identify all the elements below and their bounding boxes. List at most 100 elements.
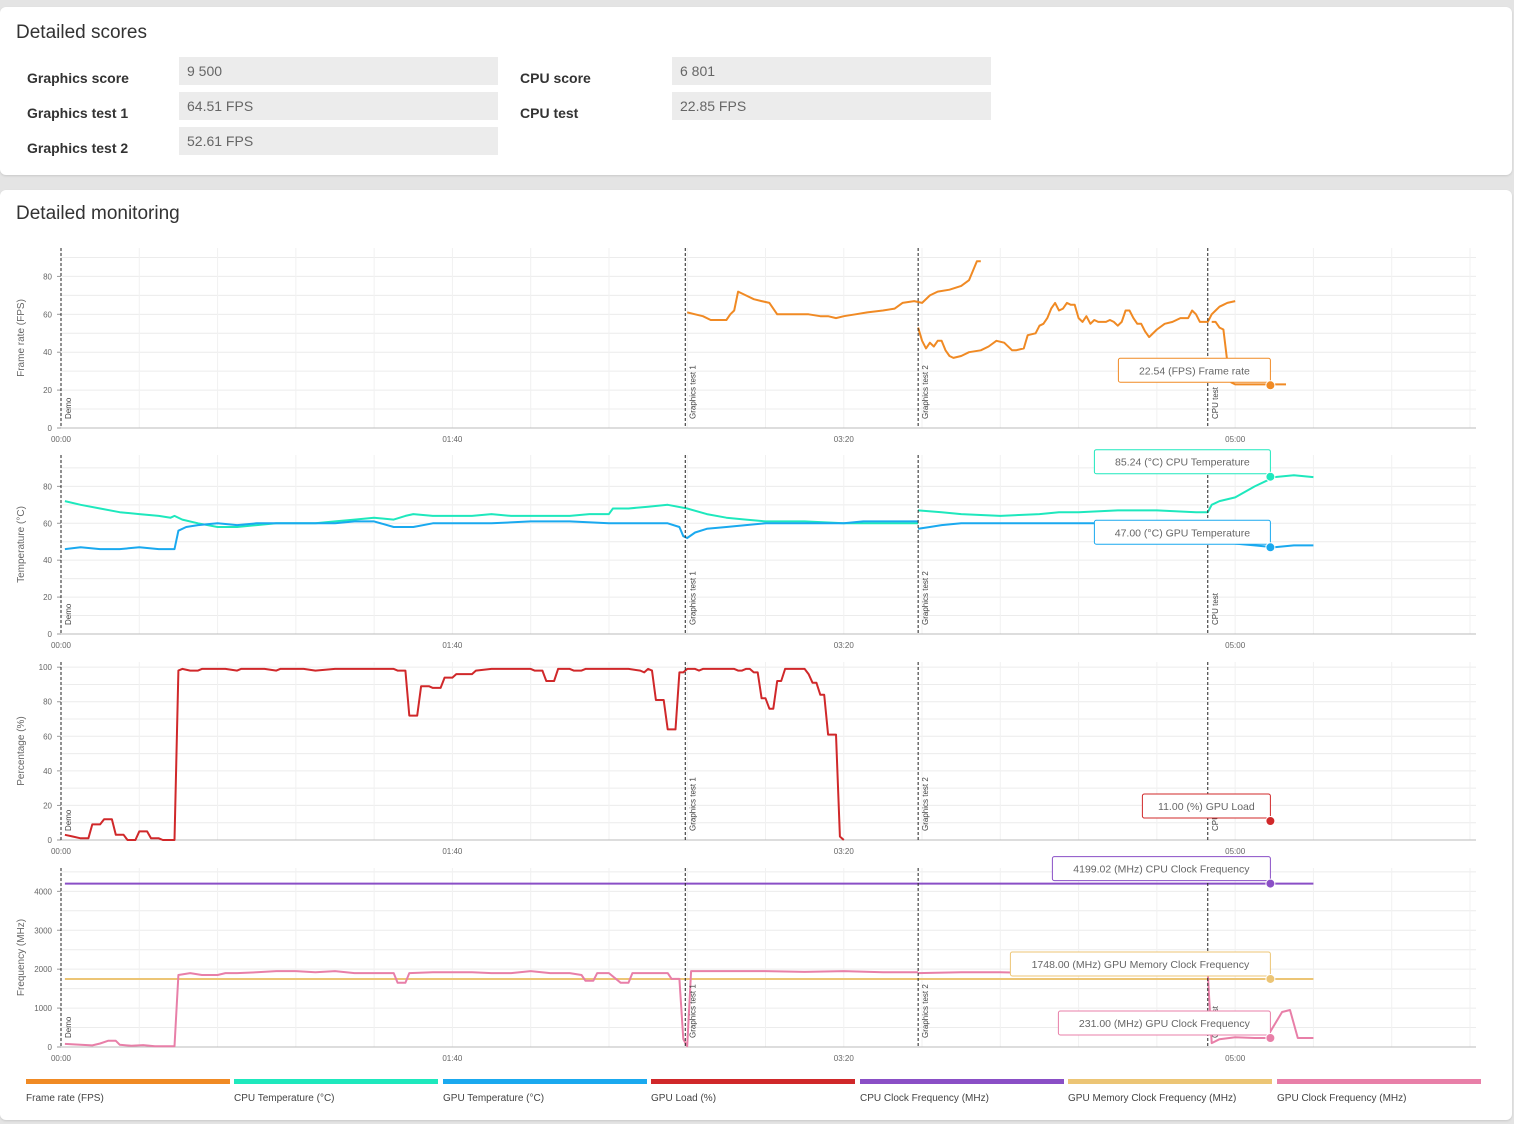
phase-marker-label: Demo [64, 603, 73, 625]
cpu-score-value: 6 801 [672, 57, 991, 85]
x-tick-label: 00:00 [51, 435, 72, 444]
chart-1: 0 20 40 60 80 00:00 01:40 03:20 05:00 Frame rate … [16, 248, 1476, 444]
tooltip-box [1093, 519, 1271, 545]
x-tick-label: 03:20 [834, 1054, 855, 1063]
tooltip-point [1265, 542, 1276, 553]
phase-marker-label: Graphics test 2 [921, 365, 930, 419]
graphics-test-2-value: 52.61 FPS [179, 127, 498, 155]
legend-swatch [1068, 1079, 1272, 1084]
x-tick-label: 03:20 [834, 847, 855, 856]
tooltip-point [1265, 973, 1276, 984]
tooltip-point [1265, 1033, 1276, 1044]
tooltip-box [1093, 449, 1271, 475]
cpu-score-label: CPU score [520, 70, 591, 86]
legend-label: CPU Temperature (°C) [234, 1093, 335, 1104]
y-tick-label: 100 [39, 663, 53, 672]
tooltip-point [1265, 878, 1276, 889]
graphics-test-1-value: 64.51 FPS [179, 92, 498, 120]
y-tick-label: 3000 [34, 926, 52, 935]
y-tick-label: 60 [43, 310, 52, 319]
y-tick-label: 40 [43, 556, 52, 565]
y-axis-label: Frequency (MHz) [16, 919, 27, 996]
y-tick-label: 20 [43, 801, 52, 810]
phase-marker-label: CPU test [1211, 386, 1220, 419]
y-tick-label: 20 [43, 386, 52, 395]
tooltip-point [1265, 815, 1276, 826]
y-tick-label: 0 [48, 630, 53, 639]
legend-item[interactable]: GPU Memory Clock Frequency (MHz) [1068, 1079, 1272, 1104]
phase-marker-label: Demo [64, 397, 73, 419]
y-tick-label: 0 [48, 1043, 53, 1052]
legend-item[interactable]: CPU Clock Frequency (MHz) [860, 1079, 1064, 1104]
legend-item[interactable]: Frame rate (FPS) [26, 1079, 230, 1104]
x-tick-label: 00:00 [51, 641, 72, 650]
legend-swatch [443, 1079, 647, 1084]
y-tick-label: 60 [43, 519, 52, 528]
y-tick-label: 80 [43, 698, 52, 707]
phase-marker-label: Graphics test 2 [921, 984, 930, 1038]
phase-marker-label: Graphics test 1 [688, 777, 697, 831]
phase-marker-label: Graphics test 2 [921, 777, 930, 831]
legend-swatch [234, 1079, 438, 1084]
y-tick-label: 0 [48, 836, 53, 845]
tooltip-box [1009, 951, 1271, 977]
legend-label: GPU Memory Clock Frequency (MHz) [1068, 1093, 1237, 1104]
tooltip-text: 11.00 (%) GPU Load [1158, 801, 1255, 813]
series-line-cpu-temperature [918, 474, 1314, 517]
chart-4: 0 1000 2000 3000 4000 00:00 01:40 03:20 05:00 Fre… [16, 856, 1476, 1063]
x-tick-label: 00:00 [51, 1054, 72, 1063]
tooltip-box [1117, 357, 1271, 383]
y-tick-label: 80 [43, 482, 52, 491]
series-line-gpu-clock-frequency [64, 970, 919, 1048]
phase-marker-label: Demo [64, 809, 73, 831]
monitoring-charts-svg: 0 20 40 60 80 00:00 01:40 03:20 05:00 Frame rate … [16, 248, 1476, 1063]
legend-label: GPU Clock Frequency (MHz) [1277, 1093, 1407, 1104]
phase-marker-label: Graphics test 1 [688, 365, 697, 419]
phase-marker-label: Demo [64, 1016, 73, 1038]
series-line-gpu-load [64, 667, 845, 841]
legend-item[interactable]: GPU Clock Frequency (MHz) [1277, 1079, 1481, 1104]
legend-swatch [1277, 1079, 1481, 1084]
tooltip-text: 85.24 (°C) CPU Temperature [1115, 457, 1250, 469]
cpu-test-value: 22.85 FPS [672, 92, 991, 120]
tooltip-point [1265, 380, 1276, 391]
detailed-scores-title: Detailed scores [16, 22, 147, 43]
x-tick-label: 05:00 [1225, 1054, 1246, 1063]
legend-label: CPU Clock Frequency (MHz) [860, 1093, 989, 1104]
x-tick-label: 01:40 [442, 847, 463, 856]
tooltip-box [1057, 1010, 1271, 1036]
phase-marker-label: Graphics test 1 [688, 984, 697, 1038]
y-tick-label: 20 [43, 593, 52, 602]
graphics-test-1-label: Graphics test 1 [27, 105, 129, 121]
legend-item[interactable]: GPU Temperature (°C) [443, 1079, 647, 1104]
x-tick-label: 01:40 [442, 435, 463, 444]
y-tick-label: 2000 [34, 965, 52, 974]
y-tick-label: 80 [43, 272, 52, 281]
tooltip-text: 4199.02 (MHz) CPU Clock Frequency [1073, 864, 1250, 876]
legend-swatch [860, 1079, 1064, 1084]
legend-item[interactable]: CPU Temperature (°C) [234, 1079, 438, 1104]
x-tick-label: 05:00 [1225, 435, 1246, 444]
legend-item[interactable]: GPU Load (%) [651, 1079, 855, 1104]
detailed-monitoring-title: Detailed monitoring [16, 203, 180, 224]
tooltip-text: 22.54 (FPS) Frame rate [1139, 365, 1250, 377]
series-line-gpu-temperature [64, 520, 919, 551]
y-tick-label: 4000 [34, 887, 52, 896]
x-tick-label: 03:20 [834, 641, 855, 650]
graphics-test-2-label: Graphics test 2 [27, 140, 129, 156]
tooltip-text: 1748.00 (MHz) GPU Memory Clock Frequency [1032, 959, 1250, 971]
phase-marker-label: CPU test [1211, 592, 1220, 625]
y-tick-label: 0 [48, 424, 53, 433]
x-tick-label: 01:40 [442, 1054, 463, 1063]
series-line-cpu-temperature [64, 500, 919, 528]
chart-2: 0 20 40 60 80 00:00 01:40 03:20 05:00 Temperature… [16, 449, 1476, 650]
x-tick-label: 00:00 [51, 847, 72, 856]
y-tick-label: 40 [43, 767, 52, 776]
series-line-frame-rate [917, 300, 1236, 359]
tooltip-text: 231.00 (MHz) GPU Clock Frequency [1079, 1018, 1251, 1030]
graphics-score-label: Graphics score [27, 70, 129, 86]
tooltip-text: 47.00 (°C) GPU Temperature [1115, 527, 1250, 539]
y-tick-label: 60 [43, 732, 52, 741]
legend-swatch [651, 1079, 855, 1084]
legend-swatch [26, 1079, 230, 1084]
